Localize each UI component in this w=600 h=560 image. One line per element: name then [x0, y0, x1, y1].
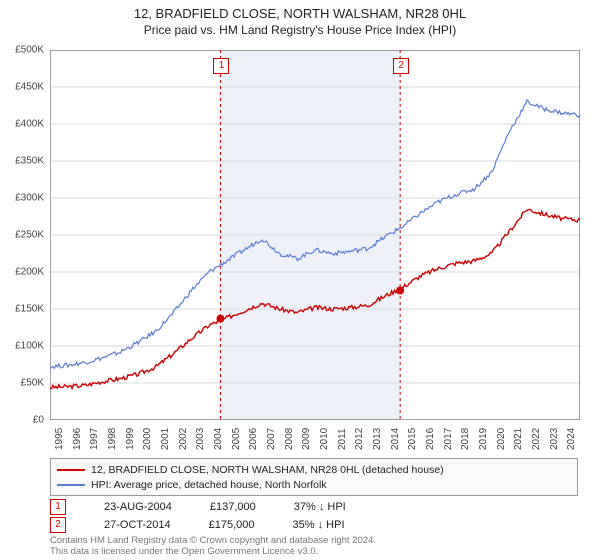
x-tick-label: 1995 — [54, 428, 65, 450]
sale-row: 2 27-OCT-2014 £175,000 35% ↓ HPI — [50, 516, 346, 534]
x-tick-label: 2012 — [354, 428, 365, 450]
y-tick-label: £350K — [0, 156, 44, 167]
y-tick-label: £50K — [0, 378, 44, 389]
x-tick-label: 2023 — [549, 428, 560, 450]
sale-marker-index: 2 — [393, 58, 409, 74]
x-tick-label: 1998 — [107, 428, 118, 450]
legend: 12, BRADFIELD CLOSE, NORTH WALSHAM, NR28… — [50, 458, 578, 496]
x-tick-label: 1997 — [89, 428, 100, 450]
legend-swatch — [57, 484, 85, 486]
x-tick-label: 2003 — [195, 428, 206, 450]
plot-area — [50, 50, 580, 420]
footer-line-2: This data is licensed under the Open Gov… — [50, 547, 376, 558]
x-tick-label: 2020 — [496, 428, 507, 450]
x-tick-label: 2009 — [301, 428, 312, 450]
x-tick-label: 2004 — [213, 428, 224, 450]
sale-date: 23-AUG-2004 — [104, 501, 172, 513]
footer-attribution: Contains HM Land Registry data © Crown c… — [50, 536, 376, 558]
x-tick-label: 1996 — [72, 428, 83, 450]
y-tick-label: £300K — [0, 193, 44, 204]
sale-delta: 37% ↓ HPI — [294, 501, 346, 513]
y-tick-label: £450K — [0, 82, 44, 93]
x-tick-label: 2006 — [248, 428, 259, 450]
x-tick-label: 2001 — [160, 428, 171, 450]
x-tick-label: 2005 — [231, 428, 242, 450]
title-block: 12, BRADFIELD CLOSE, NORTH WALSHAM, NR28… — [0, 0, 600, 37]
y-tick-label: £100K — [0, 341, 44, 352]
sales-table: 1 23-AUG-2004 £137,000 37% ↓ HPI 2 27-OCT-201… — [50, 498, 346, 534]
sale-date: 27-OCT-2014 — [104, 519, 171, 531]
y-tick-label: £150K — [0, 304, 44, 315]
chart-container: 12, BRADFIELD CLOSE, NORTH WALSHAM, NR28… — [0, 0, 600, 560]
sale-row: 1 23-AUG-2004 £137,000 37% ↓ HPI — [50, 498, 346, 516]
sale-index-box: 1 — [50, 499, 66, 515]
y-tick-label: £400K — [0, 119, 44, 130]
x-tick-label: 2016 — [425, 428, 436, 450]
chart-subtitle: Price paid vs. HM Land Registry's House … — [0, 23, 600, 37]
chart-title: 12, BRADFIELD CLOSE, NORTH WALSHAM, NR28… — [0, 6, 600, 21]
x-tick-label: 2024 — [566, 428, 577, 450]
x-tick-label: 1999 — [125, 428, 136, 450]
sale-price: £137,000 — [210, 501, 256, 513]
y-tick-label: £200K — [0, 267, 44, 278]
x-tick-label: 2014 — [390, 428, 401, 450]
y-tick-label: £250K — [0, 230, 44, 241]
sale-marker-index: 1 — [213, 58, 229, 74]
sale-delta: 35% ↓ HPI — [293, 519, 345, 531]
legend-row: HPI: Average price, detached house, Nort… — [57, 477, 571, 492]
x-tick-label: 2019 — [478, 428, 489, 450]
y-tick-label: £500K — [0, 45, 44, 56]
legend-swatch — [57, 469, 85, 471]
x-tick-label: 2013 — [372, 428, 383, 450]
x-tick-label: 2007 — [266, 428, 277, 450]
x-tick-label: 2000 — [142, 428, 153, 450]
x-tick-label: 2018 — [460, 428, 471, 450]
x-tick-label: 2011 — [337, 428, 348, 450]
x-tick-label: 2008 — [284, 428, 295, 450]
x-tick-label: 2021 — [513, 428, 524, 450]
legend-label: 12, BRADFIELD CLOSE, NORTH WALSHAM, NR28… — [91, 464, 444, 476]
legend-label: HPI: Average price, detached house, Nort… — [91, 479, 327, 491]
legend-row: 12, BRADFIELD CLOSE, NORTH WALSHAM, NR28… — [57, 462, 571, 477]
sale-index-box: 2 — [50, 517, 66, 533]
x-tick-label: 2022 — [531, 428, 542, 450]
x-tick-label: 2015 — [407, 428, 418, 450]
plot-svg — [50, 50, 580, 420]
x-tick-label: 2017 — [443, 428, 454, 450]
sale-price: £175,000 — [209, 519, 255, 531]
y-tick-label: £0 — [0, 415, 44, 426]
x-tick-label: 2010 — [319, 428, 330, 450]
x-tick-label: 2002 — [178, 428, 189, 450]
